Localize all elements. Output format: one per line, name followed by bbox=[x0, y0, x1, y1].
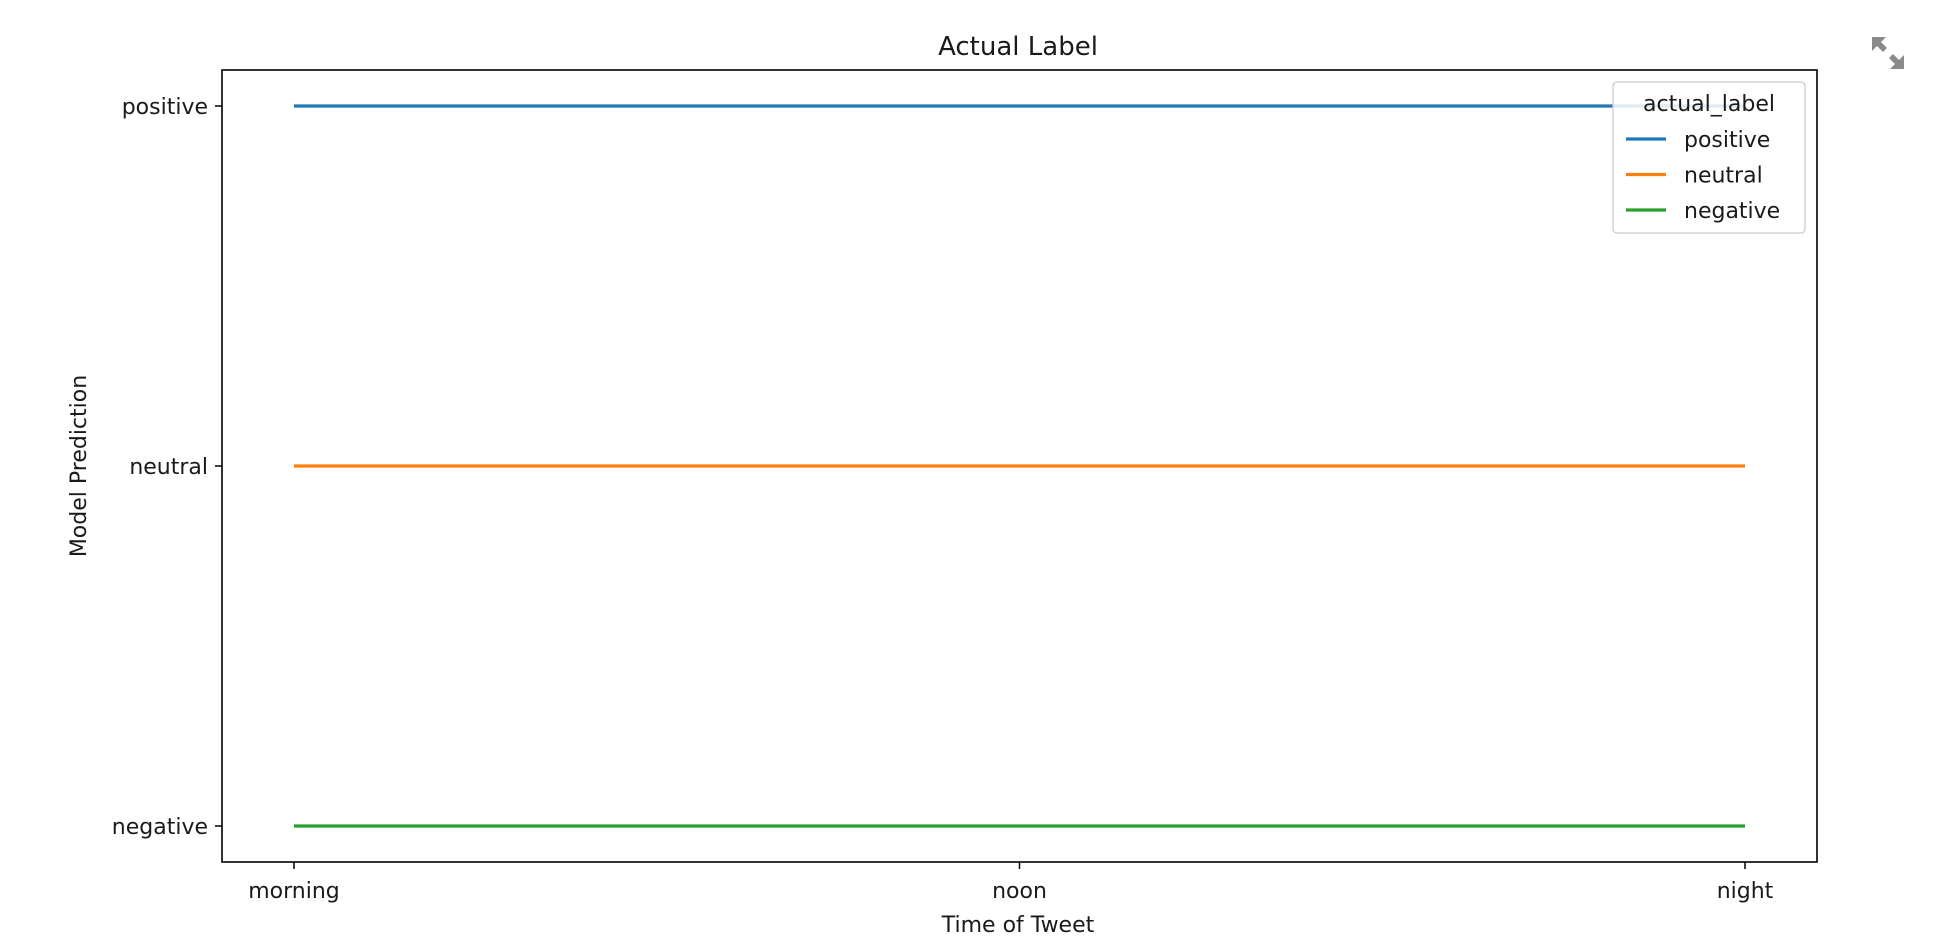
y-axis-label: Model Prediction bbox=[67, 375, 92, 557]
x-tick-label: night bbox=[1717, 879, 1774, 904]
legend-label-negative: negative bbox=[1684, 199, 1780, 224]
legend-label-neutral: neutral bbox=[1684, 164, 1763, 189]
expand-button[interactable] bbox=[1868, 33, 1908, 73]
legend-title: actual_label bbox=[1643, 92, 1775, 117]
y-tick-label: positive bbox=[122, 95, 208, 120]
series-layer bbox=[294, 104, 1745, 828]
y-axis: negative neutral positive bbox=[112, 95, 222, 840]
legend: actual_label positive neutral negative bbox=[1612, 81, 1806, 234]
expand-icon bbox=[1872, 37, 1904, 69]
x-tick-label: morning bbox=[248, 879, 340, 904]
legend-label-positive: positive bbox=[1684, 128, 1770, 153]
legend-entries: positive neutral negative bbox=[1626, 128, 1780, 224]
x-tick-label: noon bbox=[992, 879, 1047, 904]
y-tick-label: negative bbox=[112, 815, 208, 840]
legend-box bbox=[1612, 81, 1806, 234]
y-tick-label: neutral bbox=[129, 455, 208, 480]
chart-title: Actual Label bbox=[938, 32, 1098, 62]
x-axis-label: Time of Tweet bbox=[941, 913, 1095, 938]
x-axis: morning noon night bbox=[248, 862, 1774, 904]
